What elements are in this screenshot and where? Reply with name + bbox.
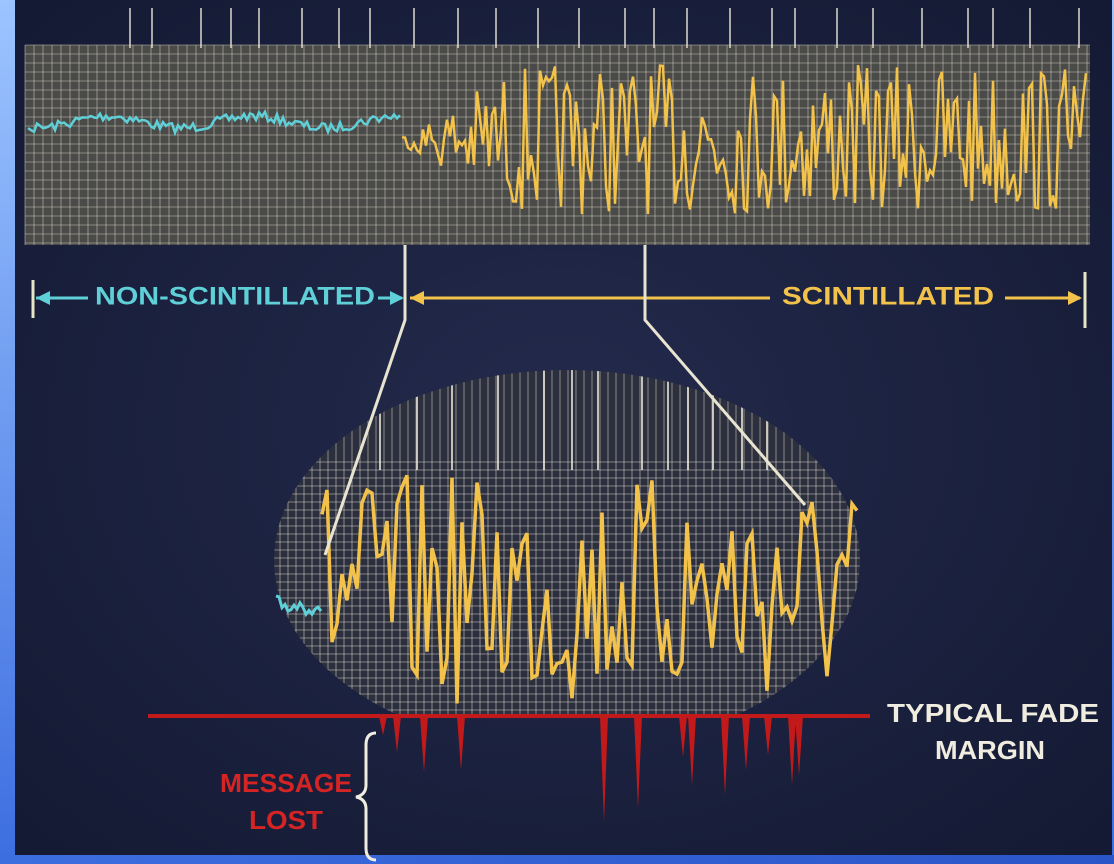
arrowhead — [36, 291, 50, 305]
scintillating-trace — [320, 474, 859, 704]
steady-trace — [275, 594, 323, 618]
brace — [355, 731, 377, 862]
lost-spike — [688, 716, 696, 785]
fade-margin-label: MARGIN — [935, 735, 1045, 765]
span-arrows — [31, 245, 1087, 556]
non-scintillated-label: NON-SCINTILLATED — [95, 283, 375, 311]
zoom-connector — [643, 245, 807, 506]
lost-spike — [721, 716, 729, 795]
arrowhead — [1068, 291, 1082, 305]
zoom-connector — [323, 245, 407, 556]
lost-spike — [393, 716, 401, 752]
steady-trace — [27, 108, 401, 137]
waves — [27, 64, 1088, 704]
lost-spike — [379, 716, 387, 735]
lost-spike — [679, 716, 687, 757]
message-lost-label: MESSAGE — [220, 768, 352, 798]
message-lost-label: LOST — [249, 805, 323, 835]
lost-spike — [795, 716, 803, 775]
frame-bottom — [0, 855, 1114, 864]
lost-spike — [742, 716, 750, 770]
lost-spike — [457, 716, 465, 770]
scintillating-trace — [401, 64, 1088, 215]
lost-spike — [634, 716, 642, 808]
arrowhead — [410, 291, 424, 305]
lost-spike — [764, 716, 772, 755]
lost-spike — [600, 716, 608, 822]
lost-spikes — [379, 716, 803, 822]
lost-spike — [788, 716, 796, 785]
scintillated-label: SCINTILLATED — [782, 283, 994, 311]
fade-margin-label: TYPICAL FADE — [887, 698, 1099, 728]
arrowhead — [390, 291, 404, 305]
lost-spike — [420, 716, 428, 772]
